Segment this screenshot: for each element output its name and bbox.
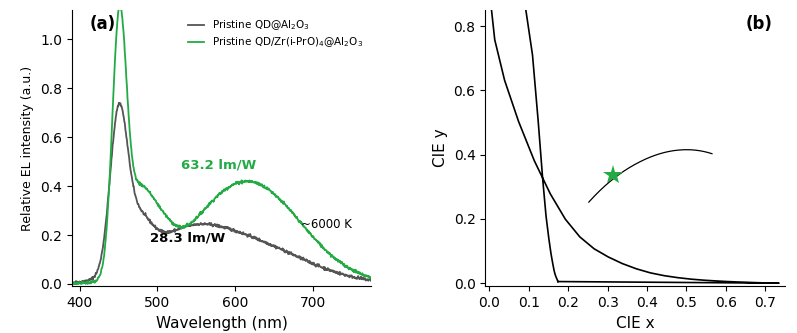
Text: ~6000 K: ~6000 K bbox=[301, 218, 352, 231]
Y-axis label: CIE y: CIE y bbox=[433, 129, 448, 167]
Y-axis label: Relative EL intensity (a.u.): Relative EL intensity (a.u.) bbox=[22, 66, 34, 231]
X-axis label: CIE x: CIE x bbox=[616, 316, 654, 331]
Text: 28.3 lm/W: 28.3 lm/W bbox=[150, 231, 225, 244]
Text: (b): (b) bbox=[746, 15, 773, 33]
Text: (a): (a) bbox=[90, 15, 116, 33]
X-axis label: Wavelength (nm): Wavelength (nm) bbox=[155, 316, 288, 331]
Legend: Pristine QD@Al$_2$O$_3$, Pristine QD/Zr(i-PrO)$_4$@Al$_2$O$_3$: Pristine QD@Al$_2$O$_3$, Pristine QD/Zr(… bbox=[185, 15, 367, 52]
Text: 63.2 lm/W: 63.2 lm/W bbox=[181, 159, 256, 172]
